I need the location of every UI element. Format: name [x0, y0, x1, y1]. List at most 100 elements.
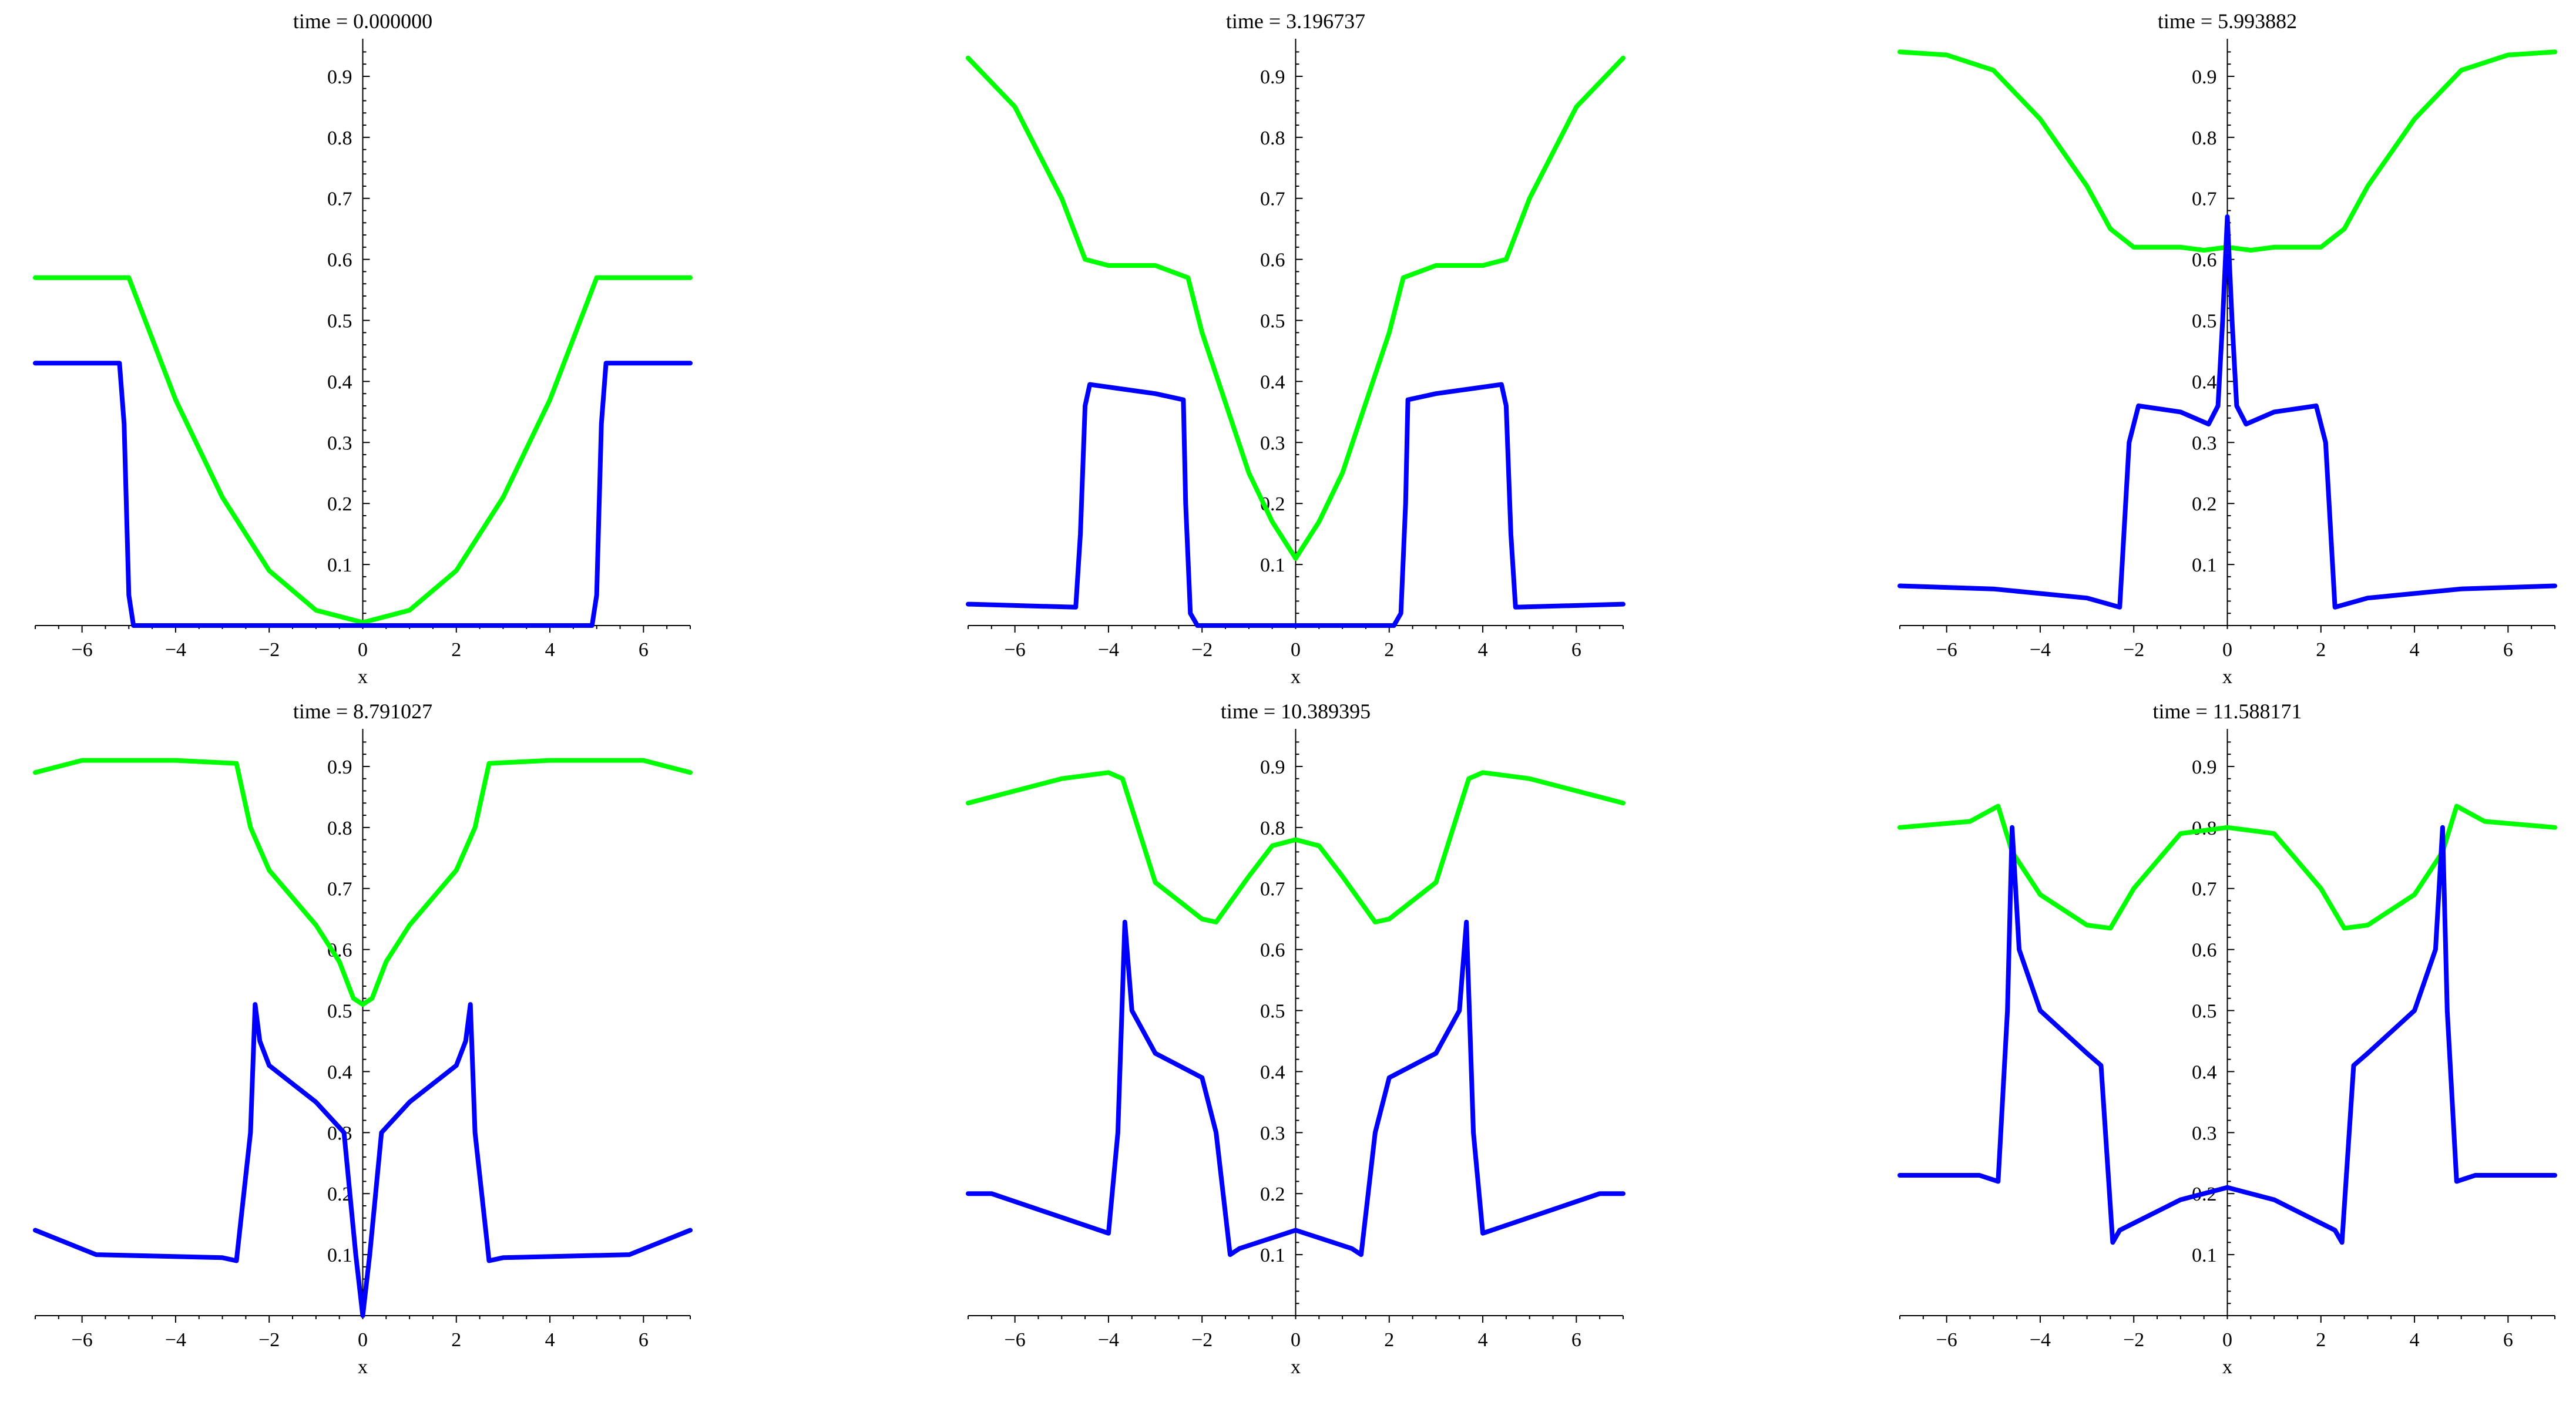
chart-title: time = 3.196737: [1226, 9, 1365, 33]
x-axis-label: x: [358, 1356, 368, 1378]
y-tick-label: 0.4: [2192, 371, 2217, 393]
x-tick-label: 6: [1571, 639, 1581, 661]
y-tick-label: 0.8: [327, 818, 352, 839]
y-tick-label: 0.5: [1260, 311, 1285, 332]
x-tick-label: −2: [2123, 639, 2144, 661]
y-tick-label: 0.1: [327, 554, 352, 576]
series-line-2: [33, 361, 693, 628]
series-line-2: [33, 1002, 693, 1318]
y-tick-label: 0.7: [327, 879, 352, 900]
y-tick-label: 0.5: [2192, 311, 2217, 332]
chart-panel-6: time = 11.588171−6 −4 −2 0 2 4 6x0.10.20.30.40…: [1897, 700, 2557, 1378]
x-tick-label: 0: [2222, 1329, 2232, 1351]
y-tick-label: 0.4: [327, 371, 352, 393]
series-line-2: [1897, 825, 2557, 1245]
y-tick-label: 0.9: [2192, 757, 2217, 778]
y-tick-label: 0.4: [1260, 371, 1285, 393]
x-tick-label: −4: [165, 639, 186, 661]
y-tick-label: 0.3: [2192, 432, 2217, 454]
x-tick-label: 2: [2316, 1329, 2326, 1351]
x-tick-label: −6: [1005, 1329, 1026, 1351]
x-tick-label: 4: [1478, 1329, 1488, 1351]
y-tick-label: 0.6: [1260, 250, 1285, 271]
x-tick-label: −4: [2030, 1329, 2051, 1351]
y-tick-label: 0.7: [1260, 189, 1285, 210]
series-line-1: [33, 275, 693, 625]
x-axis-label: x: [1291, 1356, 1301, 1378]
x-tick-label: −4: [2030, 639, 2051, 661]
y-tick-label: 0.9: [2192, 66, 2217, 88]
x-tick-label: 0: [358, 1329, 368, 1351]
x-tick-label: 2: [1384, 639, 1394, 661]
x-tick-label: 6: [639, 1329, 649, 1351]
chart-title: time = 10.389395: [1221, 700, 1371, 723]
chart-panel-4: time = 8.791027−6 −4 −2 0 2 4 6x0.10.20.30.40.…: [33, 700, 693, 1378]
x-tick-label: −2: [1191, 639, 1213, 661]
y-tick-label: 0.5: [2192, 1001, 2217, 1023]
x-tick-label: 0: [1291, 1329, 1301, 1351]
y-tick-label: 0.2: [327, 493, 352, 515]
chart-panel-3: time = 5.993882 −6 −4 −2 0 2 4 6 x 0.1 0.2 0.3 0.4 0.…: [1897, 9, 2557, 688]
y-tick-label: 0.7: [327, 189, 352, 210]
y-tick-label: 0.6: [1260, 940, 1285, 961]
x-tick-label: 4: [1478, 639, 1488, 661]
chart-panel-5: time = 10.389395 −6 −4 −2 0 2 4 6 x 0.1 0.2 0.3 0.4 0…: [966, 700, 1625, 1378]
y-tick-label: 0.2: [1260, 1184, 1285, 1205]
y-tick-label: 0.8: [327, 127, 352, 149]
x-axis-label: x: [2222, 666, 2232, 688]
x-tick-label: 2: [451, 1329, 461, 1351]
chart-title: time = 11.588171: [2153, 700, 2302, 723]
x-tick-label: −6: [72, 639, 93, 661]
x-tick-label: 0: [1291, 639, 1301, 661]
y-tick-label: 0.7: [2192, 189, 2217, 210]
x-tick-label: −6: [1936, 1329, 1957, 1351]
y-tick-label: 0.7: [1260, 879, 1285, 900]
x-tick-label: −2: [1191, 1329, 1213, 1351]
x-tick-label: 2: [451, 639, 461, 661]
series-line-1: [966, 55, 1625, 561]
x-tick-label: 2: [1384, 1329, 1394, 1351]
x-tick-label: −2: [2123, 1329, 2144, 1351]
x-axis-label: x: [358, 666, 368, 688]
y-tick-label: 0.8: [1260, 127, 1285, 149]
x-tick-label: 4: [2410, 639, 2420, 661]
y-tick-label: 0.3: [2192, 1122, 2217, 1144]
x-tick-label: 6: [2503, 639, 2513, 661]
y-tick-label: 0.7: [2192, 879, 2217, 900]
x-tick-label: −2: [258, 639, 280, 661]
x-tick-label: −4: [1098, 639, 1119, 661]
x-tick-label: 6: [639, 639, 649, 661]
series-line-2: [966, 382, 1625, 628]
series-line-2: [966, 919, 1625, 1258]
series-line-1: [33, 758, 693, 1007]
y-tick-label: 0.3: [1260, 1122, 1285, 1144]
chart-panel-2: time = 3.196737−6 −4 −2 0 2 4 6x0.10.20.30.40.…: [966, 9, 1625, 688]
x-tick-label: −6: [72, 1329, 93, 1351]
x-tick-label: 0: [358, 639, 368, 661]
x-tick-label: 2: [2316, 639, 2326, 661]
x-axis-label: x: [1291, 666, 1301, 688]
y-tick-label: 0.9: [1260, 757, 1285, 778]
y-tick-label: 0.6: [2192, 250, 2217, 271]
y-tick-label: 0.9: [327, 66, 352, 88]
x-tick-label: −6: [1936, 639, 1957, 661]
x-tick-label: 4: [545, 1329, 555, 1351]
y-tick-label: 0.1: [327, 1245, 352, 1266]
chart-title: time = 0.000000: [293, 9, 432, 33]
x-tick-label: −2: [258, 1329, 280, 1351]
y-tick-label: 0.5: [327, 311, 352, 332]
y-tick-label: 0.6: [327, 250, 352, 271]
y-tick-label: 0.6: [2192, 940, 2217, 961]
y-tick-label: 0.1: [1260, 1245, 1285, 1266]
y-tick-label: 0.1: [2192, 554, 2217, 576]
x-tick-label: −6: [1005, 639, 1026, 661]
y-tick-label: 0.8: [1260, 818, 1285, 839]
series-line-2: [1897, 214, 2557, 610]
x-tick-label: 0: [2222, 639, 2232, 661]
series-line-1: [966, 770, 1625, 924]
y-tick-label: 0.5: [1260, 1001, 1285, 1023]
chart-title: time = 5.993882: [2158, 9, 2297, 33]
y-tick-label: 0.9: [327, 757, 352, 778]
x-tick-label: −4: [165, 1329, 186, 1351]
